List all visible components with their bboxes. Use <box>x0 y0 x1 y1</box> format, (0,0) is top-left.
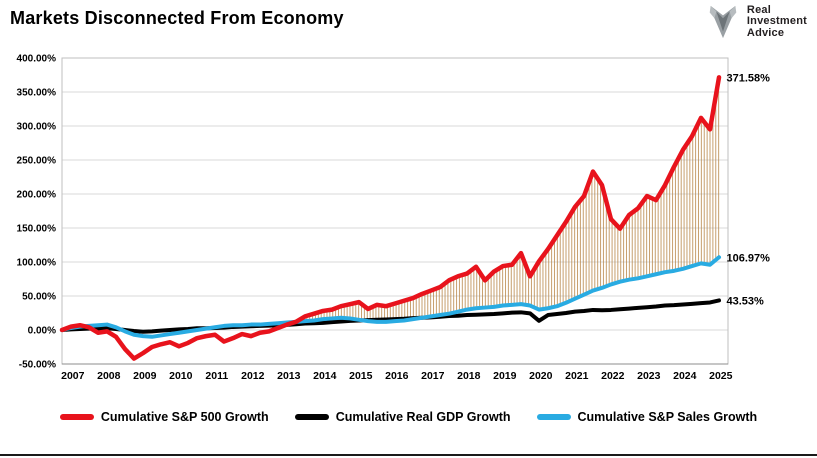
svg-text:100.00%: 100.00% <box>17 258 57 269</box>
logo-line-1: Real <box>746 3 771 16</box>
svg-text:2016: 2016 <box>385 370 409 382</box>
svg-text:300.00%: 300.00% <box>17 122 57 133</box>
brand-logo-text: Real Investment Advice <box>746 3 807 40</box>
svg-text:106.97%: 106.97% <box>727 252 771 264</box>
svg-text:2025: 2025 <box>709 370 733 382</box>
legend-item-gdp: Cumulative Real GDP Growth <box>294 410 511 424</box>
svg-text:2015: 2015 <box>349 370 373 382</box>
svg-text:2007: 2007 <box>61 370 85 382</box>
svg-text:2020: 2020 <box>529 370 553 382</box>
svg-text:2013: 2013 <box>277 370 301 382</box>
sales-line-swatch <box>536 414 571 420</box>
legend-item-sales: Cumulative S&P Sales Growth <box>536 410 758 424</box>
legend-item-sp500: Cumulative S&P 500 Growth <box>59 410 269 424</box>
logo-line-2: Investment <box>746 15 807 28</box>
chart-header: Markets Disconnected From Economy Real I… <box>0 0 817 46</box>
svg-text:0.00%: 0.00% <box>28 326 56 337</box>
logo-line-3: Advice <box>746 26 785 39</box>
svg-text:371.58%: 371.58% <box>727 72 771 84</box>
svg-text:250.00%: 250.00% <box>17 156 57 167</box>
brand-logo: Real Investment Advice <box>704 3 807 41</box>
svg-text:2012: 2012 <box>241 370 265 382</box>
plot-area: 400.00% 350.00% 300.00% 250.00% 200.00% 150.0… <box>17 54 771 383</box>
svg-text:43.53%: 43.53% <box>727 295 765 307</box>
svg-text:2008: 2008 <box>97 370 121 382</box>
svg-text:50.00%: 50.00% <box>22 292 56 303</box>
plot-wrap: 400.00% 350.00% 300.00% 250.00% 200.00% 150.0… <box>0 46 817 394</box>
svg-text:2024: 2024 <box>673 370 697 382</box>
legend-label-sales: Cumulative S&P Sales Growth <box>577 410 758 424</box>
wolf-logo-icon <box>709 5 737 39</box>
svg-text:2017: 2017 <box>421 370 445 382</box>
chart-title: Markets Disconnected From Economy <box>10 8 344 28</box>
svg-text:200.00%: 200.00% <box>17 190 57 201</box>
legend: Cumulative S&P 500 Growth Cumulative Rea… <box>0 410 817 424</box>
legend-label-gdp: Cumulative Real GDP Growth <box>335 410 511 424</box>
svg-text:400.00%: 400.00% <box>17 54 57 65</box>
svg-text:2021: 2021 <box>565 370 589 382</box>
svg-text:2010: 2010 <box>169 370 193 382</box>
svg-text:2022: 2022 <box>601 370 625 382</box>
sp500-line-swatch <box>59 414 94 420</box>
svg-text:2011: 2011 <box>205 370 228 382</box>
gdp-line-swatch <box>294 414 329 420</box>
svg-text:-50.00%: -50.00% <box>19 360 56 371</box>
legend-label-sp500: Cumulative S&P 500 Growth <box>100 410 269 424</box>
svg-text:2009: 2009 <box>133 370 157 382</box>
svg-text:2019: 2019 <box>493 370 517 382</box>
svg-text:2014: 2014 <box>313 370 337 382</box>
svg-text:150.00%: 150.00% <box>17 224 57 235</box>
svg-text:350.00%: 350.00% <box>17 88 57 99</box>
svg-text:2018: 2018 <box>457 370 481 382</box>
bottom-divider <box>0 454 817 456</box>
svg-text:2023: 2023 <box>637 370 661 382</box>
